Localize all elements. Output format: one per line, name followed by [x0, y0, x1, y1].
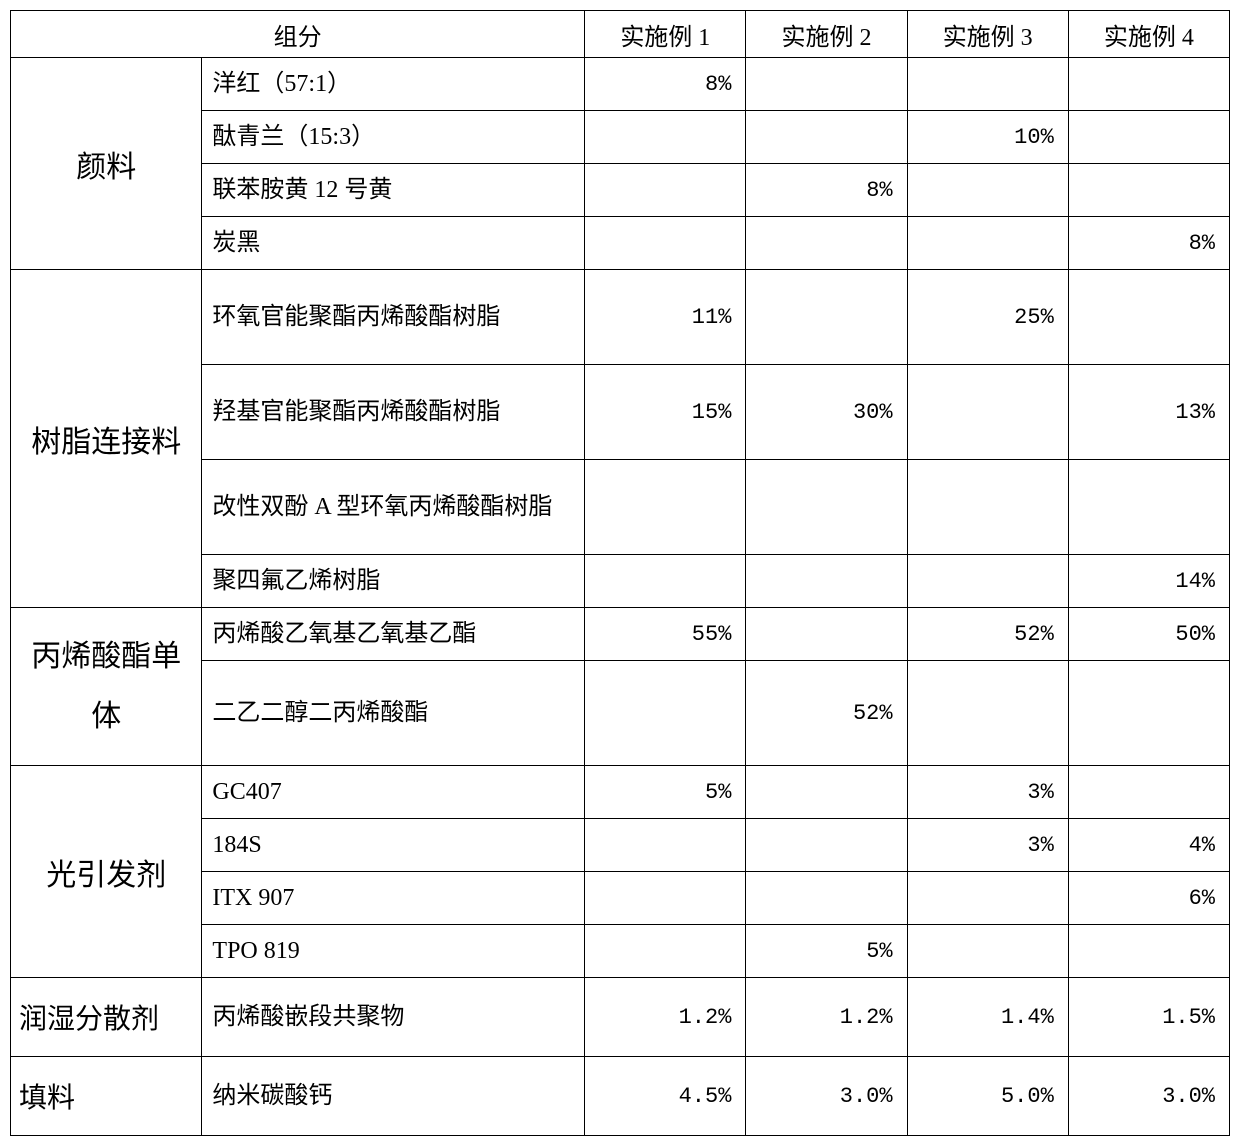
value-cell — [1068, 925, 1229, 978]
value-cell — [907, 555, 1068, 608]
value-cell — [907, 460, 1068, 555]
category-cell: 丙烯酸酯单体 — [11, 608, 202, 766]
value-cell — [585, 819, 746, 872]
item-cell: TPO 819 — [202, 925, 585, 978]
item-cell: 环氧官能聚酯丙烯酸酯树脂 — [202, 270, 585, 365]
value-cell: 8% — [585, 58, 746, 111]
value-cell: 55% — [585, 608, 746, 661]
value-cell: 5% — [585, 766, 746, 819]
value-cell — [907, 58, 1068, 111]
value-cell: 30% — [746, 365, 907, 460]
item-cell: 洋红（57:1） — [202, 58, 585, 111]
value-cell — [746, 217, 907, 270]
value-cell: 3.0% — [746, 1057, 907, 1136]
item-cell: GC407 — [202, 766, 585, 819]
value-cell: 52% — [746, 661, 907, 766]
header-example-4: 实施例 4 — [1068, 11, 1229, 58]
value-cell: 10% — [907, 111, 1068, 164]
value-cell: 14% — [1068, 555, 1229, 608]
value-cell: 8% — [746, 164, 907, 217]
item-cell: 丙烯酸乙氧基乙氧基乙酯 — [202, 608, 585, 661]
item-cell: 酞青兰（15:3） — [202, 111, 585, 164]
value-cell: 11% — [585, 270, 746, 365]
category-cell: 润湿分散剂 — [11, 978, 202, 1057]
value-cell: 52% — [907, 608, 1068, 661]
value-cell — [746, 460, 907, 555]
value-cell — [746, 608, 907, 661]
value-cell — [1068, 111, 1229, 164]
value-cell — [907, 872, 1068, 925]
composition-table: 组分实施例 1实施例 2实施例 3实施例 4颜料洋红（57:1）8%酞青兰（15… — [10, 10, 1230, 1136]
value-cell — [746, 58, 907, 111]
value-cell: 8% — [1068, 217, 1229, 270]
value-cell: 15% — [585, 365, 746, 460]
value-cell — [907, 164, 1068, 217]
value-cell — [1068, 460, 1229, 555]
value-cell: 3% — [907, 819, 1068, 872]
item-cell: 羟基官能聚酯丙烯酸酯树脂 — [202, 365, 585, 460]
value-cell: 13% — [1068, 365, 1229, 460]
header-example-1: 实施例 1 — [585, 11, 746, 58]
item-cell: 184S — [202, 819, 585, 872]
value-cell: 3.0% — [1068, 1057, 1229, 1136]
value-cell — [585, 217, 746, 270]
value-cell — [907, 661, 1068, 766]
value-cell — [585, 460, 746, 555]
value-cell — [746, 819, 907, 872]
header-component: 组分 — [11, 11, 585, 58]
value-cell — [1068, 270, 1229, 365]
category-cell: 颜料 — [11, 58, 202, 270]
value-cell — [1068, 766, 1229, 819]
value-cell — [1068, 661, 1229, 766]
value-cell: 6% — [1068, 872, 1229, 925]
header-example-2: 实施例 2 — [746, 11, 907, 58]
item-cell: 炭黑 — [202, 217, 585, 270]
value-cell: 4% — [1068, 819, 1229, 872]
value-cell: 5.0% — [907, 1057, 1068, 1136]
value-cell — [585, 925, 746, 978]
item-cell: 二乙二醇二丙烯酸酯 — [202, 661, 585, 766]
value-cell — [907, 217, 1068, 270]
header-example-3: 实施例 3 — [907, 11, 1068, 58]
value-cell: 3% — [907, 766, 1068, 819]
item-cell: 改性双酚 A 型环氧丙烯酸酯树脂 — [202, 460, 585, 555]
value-cell — [1068, 164, 1229, 217]
value-cell — [585, 661, 746, 766]
category-cell: 光引发剂 — [11, 766, 202, 978]
value-cell: 1.5% — [1068, 978, 1229, 1057]
value-cell — [907, 925, 1068, 978]
value-cell — [746, 555, 907, 608]
value-cell — [1068, 58, 1229, 111]
value-cell — [746, 111, 907, 164]
item-cell: 联苯胺黄 12 号黄 — [202, 164, 585, 217]
value-cell — [907, 365, 1068, 460]
value-cell: 4.5% — [585, 1057, 746, 1136]
item-cell: ITX 907 — [202, 872, 585, 925]
value-cell — [585, 872, 746, 925]
category-cell: 树脂连接料 — [11, 270, 202, 608]
value-cell: 1.4% — [907, 978, 1068, 1057]
item-cell: 聚四氟乙烯树脂 — [202, 555, 585, 608]
value-cell: 25% — [907, 270, 1068, 365]
value-cell: 50% — [1068, 608, 1229, 661]
item-cell: 丙烯酸嵌段共聚物 — [202, 978, 585, 1057]
value-cell — [585, 111, 746, 164]
value-cell: 1.2% — [746, 978, 907, 1057]
value-cell — [585, 164, 746, 217]
value-cell: 1.2% — [585, 978, 746, 1057]
value-cell: 5% — [746, 925, 907, 978]
item-cell: 纳米碳酸钙 — [202, 1057, 585, 1136]
value-cell — [585, 555, 746, 608]
value-cell — [746, 872, 907, 925]
category-cell: 填料 — [11, 1057, 202, 1136]
value-cell — [746, 270, 907, 365]
value-cell — [746, 766, 907, 819]
